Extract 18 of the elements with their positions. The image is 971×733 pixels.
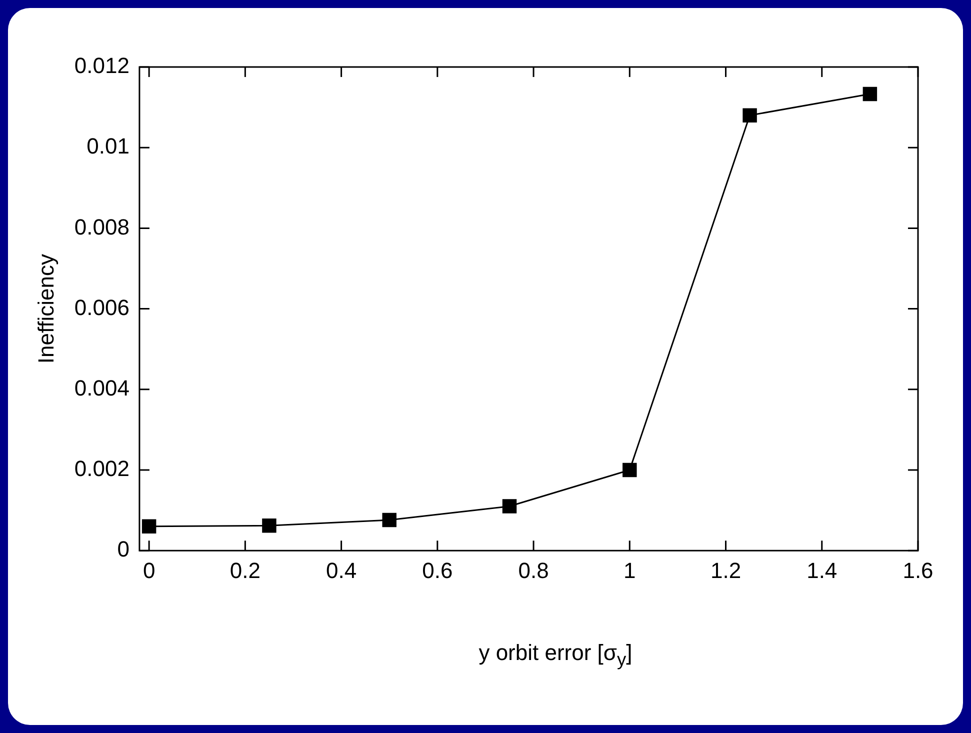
x-tick-label: 0.6	[422, 558, 453, 583]
y-tick-label: 0.004	[74, 375, 130, 400]
y-tick-label: 0.008	[74, 214, 130, 240]
y-tick-label: 0.012	[74, 53, 130, 78]
x-tick-label: 0	[142, 558, 156, 583]
x-tick-label: 0.4	[326, 558, 357, 583]
x-tick-label: 0.8	[518, 558, 549, 583]
y-tick-label: 0.01	[86, 134, 130, 159]
x-axis-title: y orbit error [σ$_{y}$]	[478, 640, 634, 670]
y-axis-title: Inefficiency	[33, 254, 58, 364]
x-tick-label: 0.2	[230, 558, 260, 583]
y-tick-label: 0.006	[74, 294, 130, 320]
y-tick-label: 0.002	[74, 456, 130, 482]
y-tick-label: 0	[117, 536, 130, 562]
x-tick-label: 1	[624, 558, 636, 583]
x-tick-label: 1.4	[806, 558, 838, 583]
x-tick-label: 1.2	[710, 558, 742, 583]
x-tick-label: 1.6	[902, 558, 934, 583]
